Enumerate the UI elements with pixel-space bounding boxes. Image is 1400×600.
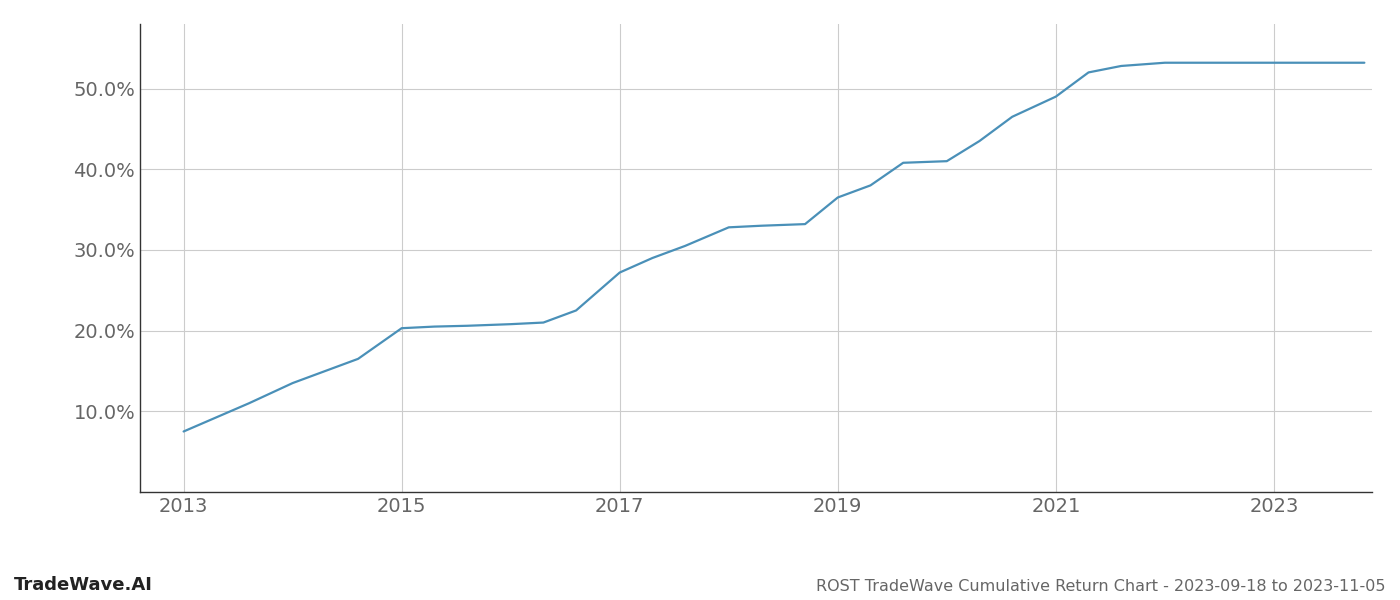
Text: TradeWave.AI: TradeWave.AI (14, 576, 153, 594)
Text: ROST TradeWave Cumulative Return Chart - 2023-09-18 to 2023-11-05: ROST TradeWave Cumulative Return Chart -… (816, 579, 1386, 594)
